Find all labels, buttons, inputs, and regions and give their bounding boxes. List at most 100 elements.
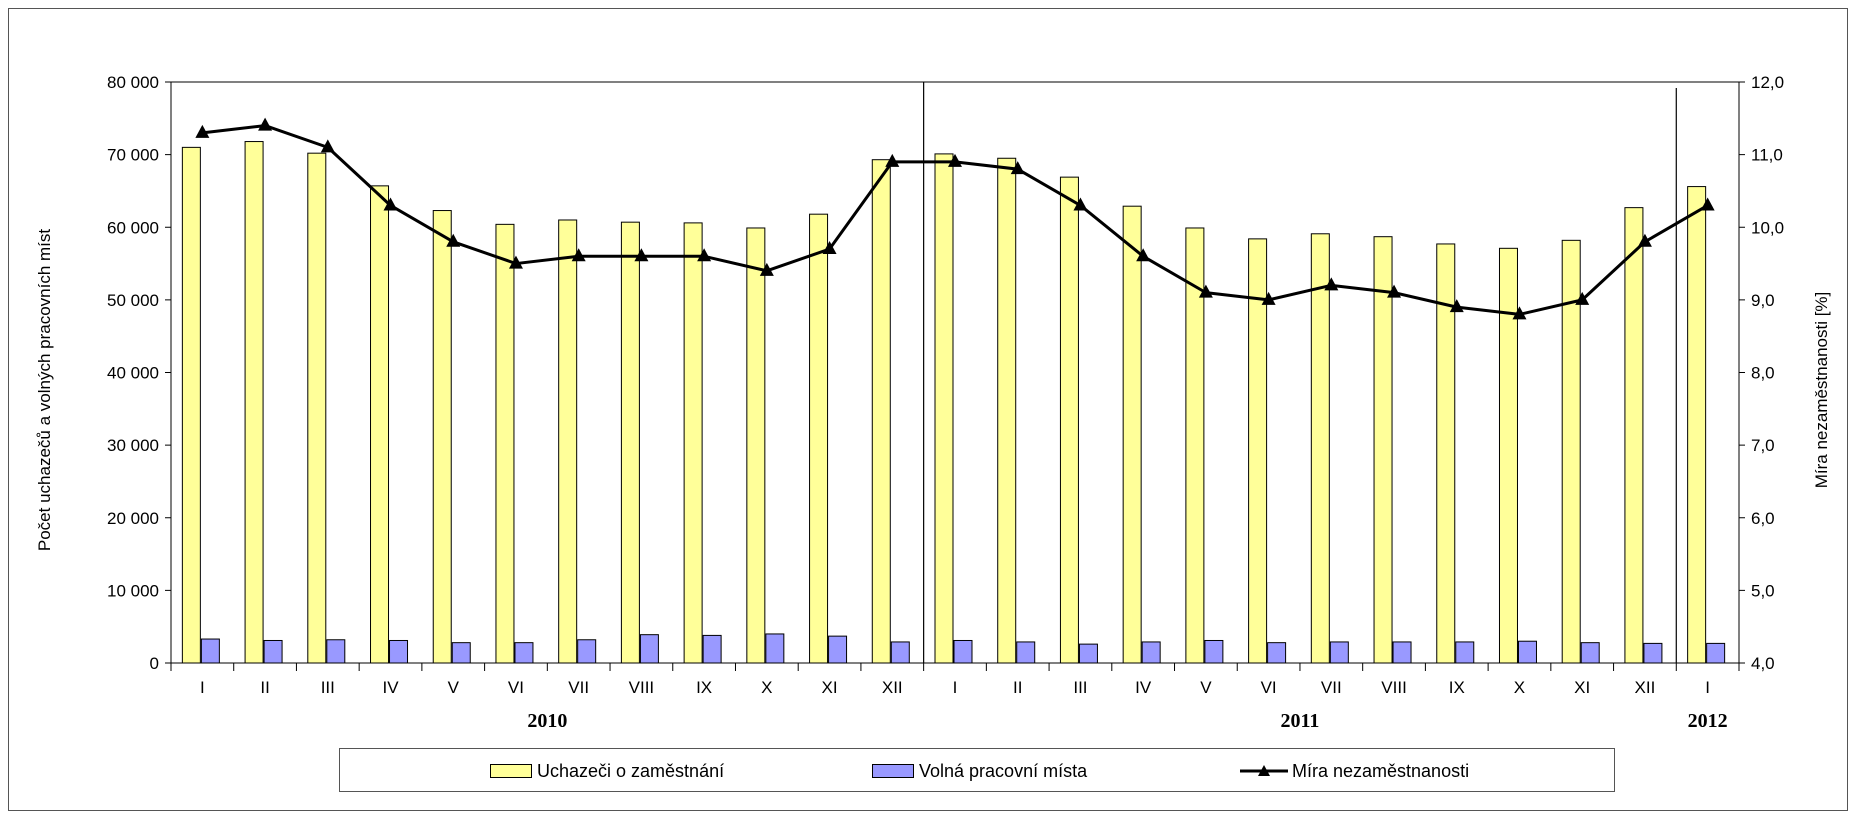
bar-vacancies [1392, 641, 1412, 664]
bar-applicants [1122, 205, 1142, 664]
point-unemployment-rate [1198, 284, 1213, 298]
x-tick-label: V [1200, 678, 1212, 697]
x-tick-label: III [321, 678, 335, 697]
bar-vacancies [577, 639, 597, 664]
point-unemployment-rate [1073, 197, 1088, 211]
point-unemployment-rate [697, 248, 712, 262]
bar-vacancies [765, 633, 785, 664]
legend-swatch-unemployment-rate [1240, 764, 1288, 778]
x-tick-label: IX [1449, 678, 1465, 697]
bar-vacancies [451, 642, 471, 664]
y-right-tick-label: 12,0 [1751, 73, 1784, 92]
point-unemployment-rate [1575, 291, 1590, 305]
legend: Uchazeči o zaměstnání Volná pracovní mís… [339, 748, 1615, 792]
bar-vacancies [200, 638, 220, 664]
y-right-tick-label: 10,0 [1751, 218, 1784, 237]
bar-applicants [1185, 227, 1205, 664]
y-left-tick-label: 30 000 [107, 436, 159, 455]
x-tick-label: III [1073, 678, 1087, 697]
bar-applicants [181, 146, 201, 664]
point-unemployment-rate [195, 124, 210, 138]
point-unemployment-rate [1700, 197, 1715, 211]
bar-vacancies [1643, 642, 1663, 664]
bar-applicants [1059, 176, 1079, 664]
y-left-tick-label: 60 000 [107, 218, 159, 237]
bar-vacancies [1455, 641, 1475, 664]
bar-vacancies [1329, 641, 1349, 664]
bar-vacancies [263, 639, 283, 664]
y-left-tick-label: 80 000 [107, 73, 159, 92]
bar-applicants [1687, 186, 1707, 664]
bar-applicants [1498, 247, 1518, 664]
bar-vacancies [326, 639, 346, 664]
y-right-tick-label: 11,0 [1751, 146, 1783, 165]
x-tick-label: VII [568, 678, 589, 697]
y-right-tick-label: 6,0 [1751, 509, 1775, 528]
x-tick-label: I [200, 678, 205, 697]
x-tick-label: X [1514, 678, 1525, 697]
x-tick-label: XI [822, 678, 838, 697]
x-tick-label: II [260, 678, 269, 697]
y-right-tick-label: 9,0 [1751, 291, 1775, 310]
y-right-tick-label: 8,0 [1751, 364, 1775, 383]
y-right-tick-label: 7,0 [1751, 436, 1775, 455]
year-label: 2011 [1281, 710, 1320, 732]
point-unemployment-rate [1637, 233, 1652, 247]
x-tick-label: V [448, 678, 460, 697]
point-unemployment-rate [948, 153, 962, 167]
y-axis-left-label: Počet uchazečů a volných pracovních míst [35, 229, 54, 551]
y-right-tick-label: 4,0 [1751, 654, 1775, 673]
point-unemployment-rate [1387, 284, 1402, 298]
point-unemployment-rate [1010, 161, 1025, 175]
line-layer [195, 117, 1715, 320]
bar-applicants [746, 227, 766, 664]
bar-applicants [558, 219, 578, 664]
bar-applicants [1310, 233, 1330, 664]
x-tick-label: X [761, 678, 772, 697]
axes-layer: 0 10 000 20 000 30 000 40 000 50 000 60 000 70 … [107, 73, 1784, 732]
point-unemployment-rate [1512, 306, 1527, 320]
bar-vacancies [828, 635, 848, 664]
plot-border [171, 81, 1739, 663]
x-tick-label: XII [1635, 678, 1656, 697]
chart-frame [8, 8, 1848, 811]
bar-applicants [1373, 236, 1393, 664]
legend-item-applicants: Uchazeči o zaměstnání [490, 749, 724, 793]
y-axis-right-label: Míra nezaměstnanosti [%] [1812, 292, 1831, 489]
year-label: 2012 [1688, 710, 1728, 732]
y-left-tick-label: 20 000 [107, 509, 159, 528]
point-unemployment-rate [1261, 291, 1276, 305]
legend-label-applicants: Uchazeči o zaměstnání [537, 760, 725, 781]
bar-vacancies [1580, 642, 1600, 664]
point-unemployment-rate [508, 255, 523, 269]
bar-vacancies [1706, 642, 1726, 664]
point-unemployment-rate [258, 117, 273, 131]
legend-swatch-vacancies [872, 764, 914, 778]
bars-layer [181, 141, 1726, 664]
bar-applicants [934, 153, 954, 664]
point-unemployment-rate [446, 233, 461, 247]
x-tick-label: I [953, 678, 958, 697]
x-tick-label: VII [1321, 678, 1342, 697]
legend-item-vacancies: Volná pracovní místa [872, 749, 1087, 793]
bar-vacancies [1078, 643, 1098, 664]
x-tick-label: II [1013, 678, 1022, 697]
x-tick-label: IV [1135, 678, 1152, 697]
bar-vacancies [639, 634, 659, 664]
point-unemployment-rate [383, 197, 398, 211]
bar-vacancies [1204, 639, 1224, 664]
point-unemployment-rate [822, 241, 837, 255]
bar-applicants [809, 213, 829, 664]
bar-vacancies [1141, 641, 1161, 664]
point-unemployment-rate [759, 262, 774, 276]
x-tick-label: VI [508, 678, 524, 697]
bar-applicants [432, 210, 452, 664]
x-tick-label: XI [1574, 678, 1590, 697]
bar-applicants [997, 157, 1017, 664]
point-unemployment-rate [1324, 277, 1339, 291]
legend-swatch-applicants [490, 764, 532, 778]
bar-applicants [495, 223, 515, 664]
bar-vacancies [890, 641, 910, 664]
bar-vacancies [702, 634, 722, 664]
